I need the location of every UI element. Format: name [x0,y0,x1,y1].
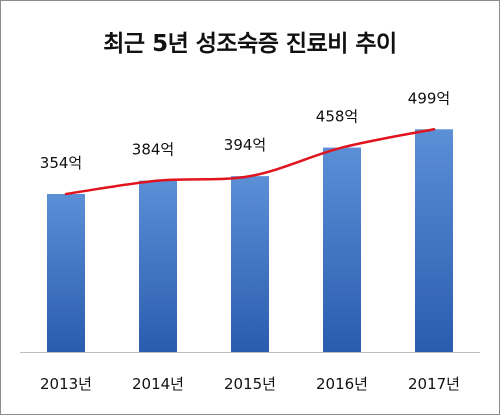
bar-2013년 [47,194,85,352]
value-label-2016년: 458억 [316,108,358,126]
category-label-2017년: 2017년 [408,375,460,393]
category-label-2016년: 2016년 [316,375,368,393]
bar-2015년 [231,176,269,352]
chart-title: 최근 5년 성조숙증 진료비 추이 [103,31,397,57]
value-label-2017년: 499억 [408,89,450,107]
value-label-2014년: 384억 [132,141,174,159]
value-label-2013년: 354억 [40,154,82,172]
bar-2016년 [323,147,361,352]
value-label-2015년: 394억 [224,136,266,154]
category-label-2013년: 2013년 [40,375,92,393]
category-label-2014년: 2014년 [132,375,184,393]
trend-line [64,128,436,196]
category-label-2015년: 2015년 [224,375,276,393]
bar-2014년 [139,180,177,352]
bar-2017년 [415,129,453,352]
